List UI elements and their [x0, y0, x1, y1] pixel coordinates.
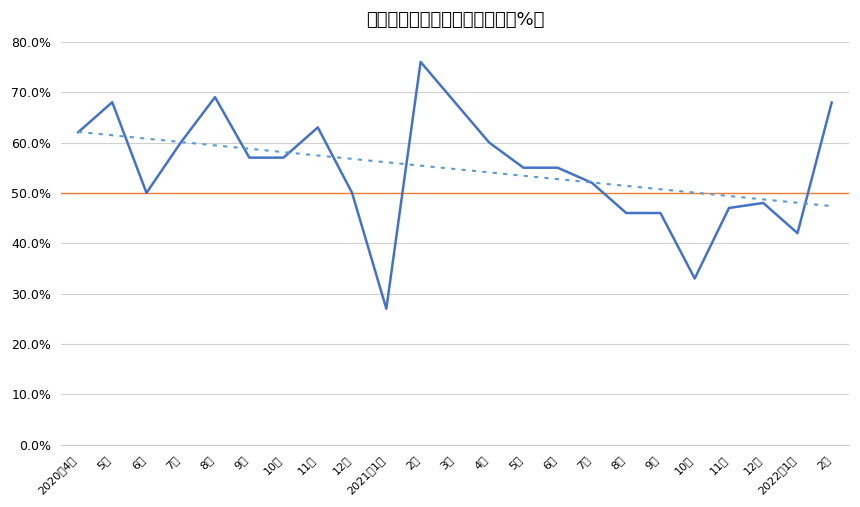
Title: 生产经营活动预期指数走势图（%）: 生产经营活动预期指数走势图（%） — [366, 11, 544, 29]
